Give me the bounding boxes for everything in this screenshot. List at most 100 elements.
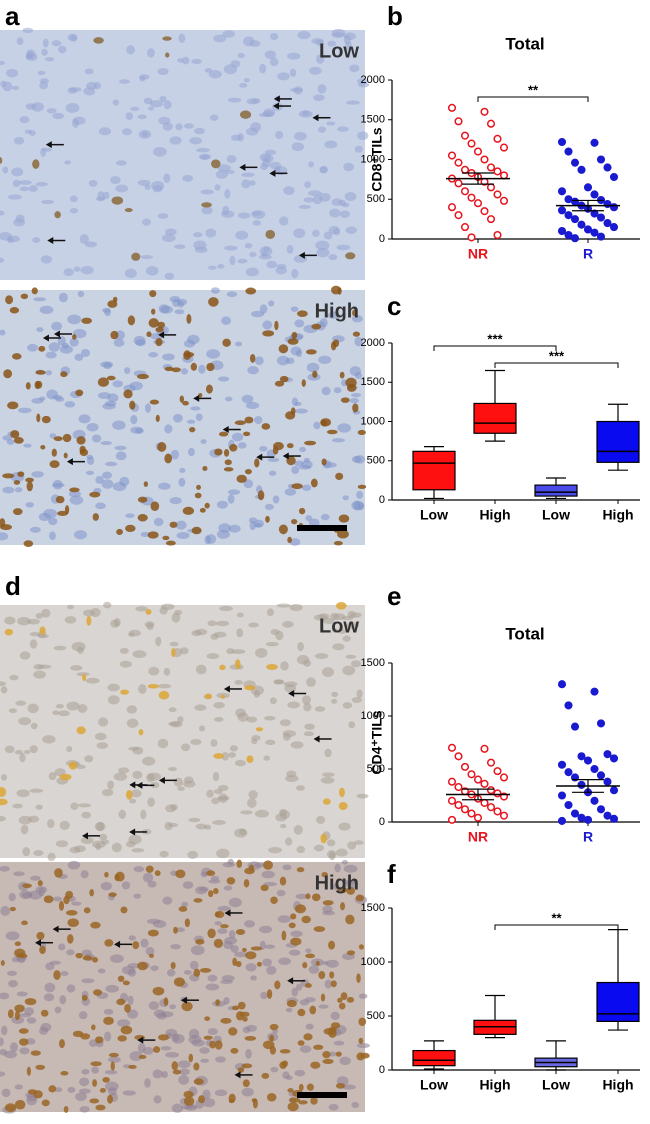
stained-cell — [13, 508, 23, 516]
stained-cell — [127, 315, 136, 326]
cell — [291, 142, 305, 152]
data-point — [557, 206, 567, 215]
chart-title: Total — [505, 624, 544, 643]
stained-cell — [104, 939, 114, 947]
cell — [76, 672, 90, 677]
cell — [217, 164, 231, 172]
cell — [97, 968, 106, 974]
cell — [239, 82, 248, 88]
stained-cell — [288, 1097, 301, 1103]
cell — [59, 820, 70, 831]
stained-cell — [5, 295, 14, 305]
stained-cell — [222, 338, 231, 347]
cell — [15, 214, 25, 223]
panel-label: c — [387, 291, 401, 321]
data-point — [564, 230, 573, 240]
stained-cell — [49, 460, 60, 468]
cell — [19, 890, 33, 900]
significance-label: ** — [528, 82, 539, 97]
cell — [331, 691, 339, 697]
cell — [58, 292, 68, 303]
stained-cell — [339, 787, 345, 798]
cell — [333, 1040, 345, 1046]
data-point — [609, 223, 619, 232]
cell — [228, 897, 242, 908]
x-tick-label: High — [479, 1077, 510, 1093]
cell — [353, 840, 364, 845]
stained-cell — [304, 983, 312, 988]
cell — [115, 451, 127, 461]
stained-cell — [11, 353, 22, 360]
significance-label: ** — [551, 910, 562, 925]
data-point — [460, 131, 470, 140]
arrow-head — [193, 394, 200, 402]
cell — [0, 906, 11, 916]
stained-cell — [14, 941, 22, 947]
cell — [259, 63, 267, 74]
cell — [280, 661, 289, 671]
stained-cell — [193, 968, 201, 977]
cell — [318, 126, 326, 133]
data-point — [486, 183, 496, 192]
data-point — [454, 179, 463, 188]
stained-cell — [243, 431, 251, 437]
cell — [29, 130, 36, 136]
cell — [321, 386, 331, 396]
data-point — [447, 796, 457, 805]
cell — [351, 315, 363, 323]
cell — [188, 1034, 202, 1045]
cell — [126, 45, 135, 55]
cell — [313, 844, 325, 852]
cell — [265, 641, 279, 647]
cell — [29, 526, 41, 533]
cell — [53, 645, 67, 651]
stained-cell — [171, 1061, 179, 1071]
stained-cell — [195, 939, 205, 945]
cell — [319, 166, 327, 174]
cell — [183, 970, 192, 975]
stained-cell — [3, 369, 13, 379]
cell — [78, 414, 91, 424]
cell — [6, 970, 17, 976]
cell — [349, 64, 360, 73]
stained-cell — [86, 615, 92, 626]
cell — [316, 815, 326, 824]
cell — [223, 64, 238, 75]
significance-bracket — [477, 96, 589, 102]
stained-cell — [148, 953, 155, 958]
cell — [11, 1016, 25, 1024]
cell — [64, 401, 76, 408]
cell — [41, 199, 55, 205]
cell — [341, 1084, 356, 1090]
data-point — [447, 815, 457, 824]
cell — [177, 1060, 191, 1069]
stained-cell — [138, 1054, 147, 1059]
cell — [221, 752, 229, 761]
stained-cell — [302, 961, 308, 969]
data-point — [486, 803, 496, 812]
data-point — [454, 752, 463, 761]
cell — [85, 470, 95, 476]
cell — [69, 208, 79, 214]
stained-cell — [65, 910, 78, 916]
cell — [13, 136, 25, 145]
panel-label: f — [387, 859, 396, 889]
cell — [263, 755, 271, 761]
cell — [115, 160, 127, 166]
data-point — [447, 151, 457, 160]
cell — [100, 440, 112, 446]
y-tick-label: 1500 — [361, 902, 385, 914]
cell — [122, 1090, 136, 1096]
cell — [102, 471, 113, 479]
stained-cell — [63, 1105, 69, 1113]
cell — [196, 147, 210, 153]
cell — [250, 975, 257, 981]
stained-cell — [35, 380, 43, 389]
cell — [66, 949, 75, 956]
stained-cell — [305, 349, 317, 355]
stained-cell — [340, 397, 350, 403]
stained-cell — [196, 484, 201, 490]
stained-cell — [338, 514, 350, 523]
image-background — [0, 30, 365, 280]
cell — [351, 393, 362, 398]
